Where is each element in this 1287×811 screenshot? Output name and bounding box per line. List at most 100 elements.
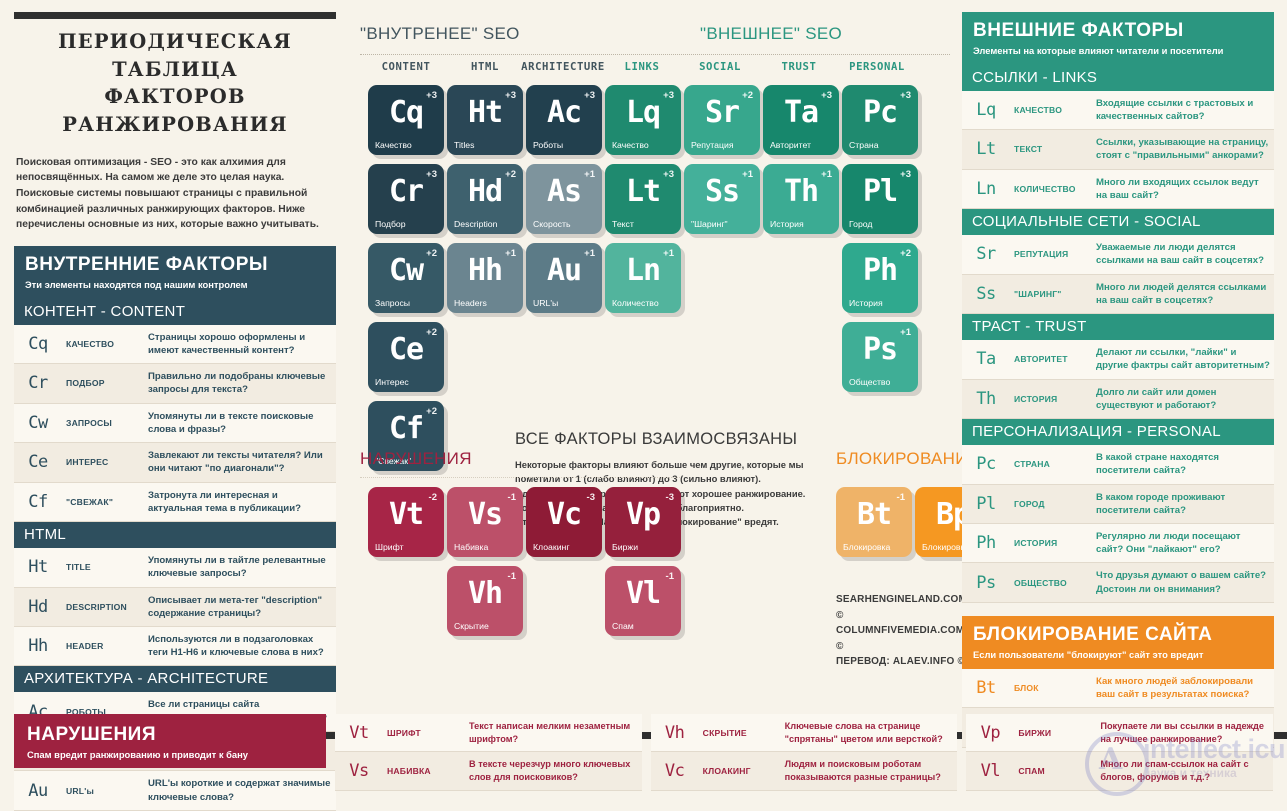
factor-description: В тексте черезчур много ключевых слов дл… [465, 751, 642, 791]
table-row[interactable]: Vl СПАМ Много ли спам-ссылок на сайт с бло… [966, 751, 1274, 791]
table-row[interactable]: Hh HEADER Используются ли в подзаголовках … [14, 626, 336, 667]
factor-description: Ссылки, указывающие на страницу, стоят с… [1092, 129, 1274, 170]
credits: SEARHENGINELAND.COM © COLUMNFIVEMEDIA.COM… [836, 592, 967, 670]
table-row[interactable]: Ta АВТОРИТЕТ Делают ли ссылки, "лайки" и д… [962, 340, 1274, 380]
element-tile-vl[interactable]: -1 Vl Спам [605, 566, 681, 636]
table-row[interactable]: Lq КАЧЕСТВО Входящие ссылки с трастовых и … [962, 90, 1274, 131]
tile-label: "Свежак" [375, 456, 412, 466]
factor-symbol: Lq [962, 90, 1010, 131]
element-tile-vt[interactable]: -2 Vt Шрифт [368, 487, 444, 557]
tile-weight: -1 [507, 571, 516, 582]
element-tile-bt[interactable]: -1 Bt Блокировка [836, 487, 912, 557]
tile-label: Клоакинг [533, 542, 570, 552]
tile-weight: +3 [426, 169, 437, 180]
table-row[interactable]: Pl ГОРОД В каком городе проживают посетите… [962, 484, 1274, 524]
element-tile-lt[interactable]: +3 Lt Текст [605, 164, 681, 234]
element-tile-ph[interactable]: +2 Ph История [842, 243, 918, 313]
factor-description: Людям и поисковым роботам показываются р… [780, 751, 958, 791]
tile-label: Набивка [454, 542, 489, 552]
tile-symbol: Vl [625, 576, 661, 611]
table-row[interactable]: Vh СКРЫТИЕ Ключевые слова на странице "спр… [650, 714, 958, 753]
factor-name: СТРАНА [1010, 445, 1092, 485]
table-row[interactable]: Bt БЛОК Как много людей заблокировали ваш … [962, 668, 1274, 709]
table-row[interactable]: Hd DESCRIPTION Описывает ли мета-тег "desc… [14, 587, 336, 627]
tile-label: Интерес [375, 377, 409, 387]
tile-label: Скрытие [454, 621, 489, 631]
element-tile-vh[interactable]: -1 Vh Скрытие [447, 566, 523, 636]
element-tile-cf[interactable]: +2 Cf "Свежак" [368, 401, 444, 471]
table-row[interactable]: Sr РЕПУТАЦИЯ Уважаемые ли люди делятся ссы… [962, 235, 1274, 275]
element-tile-vp[interactable]: -3 Vp Биржи [605, 487, 681, 557]
table-row[interactable]: Ce ИНТЕРЕС Завлекают ли тексты читателя? И… [14, 442, 336, 483]
element-tile-au[interactable]: +1 Au URL'ы [526, 243, 602, 313]
credit-line: COLUMNFIVEMEDIA.COM © [836, 625, 965, 652]
element-tile-vs[interactable]: -1 Vs Набивка [447, 487, 523, 557]
element-tile-cr[interactable]: +3 Cr Подбор [368, 164, 444, 234]
element-tile-ps[interactable]: +1 Ps Общество [842, 322, 918, 392]
factor-description: Затронута ли интересная и актуальная тем… [144, 482, 336, 523]
title-rule-top [14, 12, 336, 19]
factor-table: Vt ШРИФТ Текст написан мелким незаметным ш… [335, 714, 642, 791]
element-tile-ce[interactable]: +2 Ce Интерес [368, 322, 444, 392]
element-tile-hh[interactable]: +1 Hh Headers [447, 243, 523, 313]
tile-symbol: Vc [546, 497, 582, 532]
table-row[interactable]: Pc СТРАНА В какой стране находятся посетит… [962, 445, 1274, 485]
factor-description: Текст написан мелким незаметным шрифтом? [465, 714, 642, 753]
negative-factors-area: НАРУШЕНИЯ БЛОКИРОВАНИЕ SEARHENGINELAND.C… [360, 449, 991, 669]
external-factors-band: ВНЕШНИЕ ФАКТОРЫ Элементы на которые влия… [962, 12, 1274, 65]
factor-symbol: Ph [962, 523, 1010, 564]
factor-description: Описывает ли мета-тег "description" соде… [144, 587, 336, 627]
element-tile-cw[interactable]: +2 Cw Запросы [368, 243, 444, 313]
table-row[interactable]: Ht TITLE Упомянуты ли в тайтле релевантные… [14, 548, 336, 588]
factor-name: "ШАРИНГ" [1010, 274, 1092, 315]
table-row[interactable]: Ps ОБЩЕСТВО Что друзья думают о вашем сайт… [962, 562, 1274, 603]
table-row[interactable]: Vs НАБИВКА В тексте черезчур много ключевы… [335, 751, 642, 791]
tile-symbol: Cf [388, 411, 424, 446]
table-row[interactable]: Ph ИСТОРИЯ Регулярно ли люди посещают сайт… [962, 523, 1274, 564]
element-tile-ta[interactable]: +3 Ta Авторитет [763, 85, 839, 155]
tile-label: Спам [612, 621, 634, 631]
table-row[interactable]: Ln КОЛИЧЕСТВО Много ли входящих ссылок вед… [962, 169, 1274, 210]
table-row[interactable]: Ss "ШАРИНГ" Много ли людей делятся ссылкам… [962, 274, 1274, 315]
element-tile-pl[interactable]: +3 Pl Город [842, 164, 918, 234]
element-tile-vc[interactable]: -3 Vc Клоакинг [526, 487, 602, 557]
tile-symbol: Lq [625, 95, 661, 130]
table-row[interactable]: Vt ШРИФТ Текст написан мелким незаметным ш… [335, 714, 642, 753]
element-tile-ac[interactable]: +3 Ac Роботы [526, 85, 602, 155]
bottom-violations-strip: НАРУШЕНИЯ Спам вредит ранжированию и при… [14, 714, 1274, 791]
factor-name: ПОДБОР [62, 363, 144, 404]
tile-symbol: Th [783, 174, 819, 209]
table-row[interactable]: Vc КЛОАКИНГ Людям и поисковым роботам пока… [650, 751, 958, 791]
element-tile-as[interactable]: +1 As Скорость [526, 164, 602, 234]
element-tile-sr[interactable]: +2 Sr Репутация [684, 85, 760, 155]
factor-symbol: Vl [966, 751, 1015, 791]
table-row[interactable]: Vp БИРЖИ Покупаете ли вы ссылки в надежде … [966, 714, 1274, 753]
tile-symbol: Bt [856, 497, 892, 532]
tile-symbol: Au [546, 253, 582, 288]
factor-symbol: Vc [650, 751, 699, 791]
factor-symbol: Ta [962, 340, 1010, 380]
table-row[interactable]: Th ИСТОРИЯ Долго ли сайт или домен существ… [962, 379, 1274, 420]
factor-name: РЕПУТАЦИЯ [1010, 235, 1092, 275]
right-column: ВНЕШНИЕ ФАКТОРЫ Элементы на которые влия… [962, 12, 1274, 748]
element-tile-ln[interactable]: +1 Ln Количество [605, 243, 681, 313]
element-tile-ss[interactable]: +1 Ss "Шаринг" [684, 164, 760, 234]
table-row[interactable]: Cw ЗАПРОСЫ Упомянуты ли в тексте поисковые… [14, 403, 336, 444]
page-title-line1: ПЕРИОДИЧЕСКАЯ ТАБЛИЦА [58, 30, 292, 81]
element-tile-ht[interactable]: +3 Ht Titles [447, 85, 523, 155]
table-row[interactable]: Lt ТЕКСТ Ссылки, указывающие на страницу, … [962, 129, 1274, 170]
tile-weight: +3 [900, 169, 911, 180]
table-row[interactable]: Cr ПОДБОР Правильно ли подобраны ключевые … [14, 363, 336, 404]
element-tile-hd[interactable]: +2 Hd Description [447, 164, 523, 234]
element-tile-pc[interactable]: +3 Pc Страна [842, 85, 918, 155]
tile-weight: +2 [742, 90, 753, 101]
table-row[interactable]: Cf "СВЕЖАК" Затронута ли интересная и акту… [14, 482, 336, 523]
factor-description: Делают ли ссылки, "лайки" и другие фактр… [1092, 340, 1274, 380]
element-tile-th[interactable]: +1 Th История [763, 164, 839, 234]
factor-table: Vh СКРЫТИЕ Ключевые слова на странице "спр… [650, 714, 958, 791]
factor-name: ЗАПРОСЫ [62, 403, 144, 444]
element-tile-cq[interactable]: +3 Cq Качество [368, 85, 444, 155]
table-row[interactable]: Cq КАЧЕСТВО Страницы хорошо оформлены и им… [14, 324, 336, 365]
page-title: ПЕРИОДИЧЕСКАЯ ТАБЛИЦА ФАКТОРОВ РАНЖИРОВА… [14, 19, 336, 146]
element-tile-lq[interactable]: +3 Lq Качество [605, 85, 681, 155]
